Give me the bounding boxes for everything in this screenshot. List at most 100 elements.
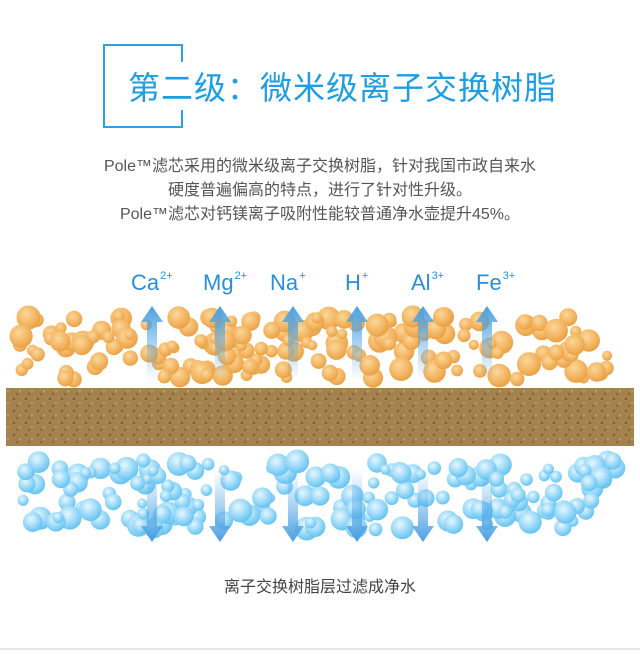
illustration-caption: 离子交换树脂层过滤成净水 xyxy=(223,579,416,596)
bead xyxy=(366,498,389,521)
bead xyxy=(137,507,149,520)
bead xyxy=(65,310,83,328)
bead xyxy=(389,357,413,381)
bead xyxy=(457,328,471,343)
resin-bead-layer xyxy=(9,305,614,388)
bead xyxy=(527,490,540,504)
bead xyxy=(30,347,45,362)
bead xyxy=(201,457,215,471)
bead xyxy=(326,325,338,337)
bead xyxy=(102,331,115,344)
bead xyxy=(491,346,504,359)
bead xyxy=(174,506,194,527)
arrow-down-icon xyxy=(346,470,368,542)
bead xyxy=(104,493,122,511)
bead xyxy=(368,522,383,537)
bead xyxy=(241,312,260,331)
description-line-2: 硬度普遍偏高的特点，进行了针对性升级。 xyxy=(167,182,472,199)
bead xyxy=(80,467,92,479)
arrow-down-icon xyxy=(141,470,163,542)
bead xyxy=(21,357,34,370)
bead xyxy=(27,451,50,473)
bead xyxy=(531,314,548,332)
bead xyxy=(51,470,70,489)
bead xyxy=(564,334,585,356)
ion-label-fe: Fe3+ xyxy=(476,270,516,295)
bead xyxy=(577,463,592,478)
arrow-down-icon xyxy=(476,470,498,542)
bead xyxy=(570,325,582,337)
arrow-down-icon xyxy=(412,470,434,542)
bead xyxy=(294,485,316,507)
bead xyxy=(459,317,473,332)
description-line-3: Pole™滤芯对钙镁离子吸附性能较普通净水壶提升45%。 xyxy=(119,206,521,223)
bead xyxy=(136,453,151,468)
bead xyxy=(109,462,121,475)
bead xyxy=(336,328,348,340)
bead xyxy=(167,306,190,329)
bead xyxy=(137,498,148,509)
bead xyxy=(159,489,172,502)
water-flow-arrows xyxy=(141,470,498,542)
bead xyxy=(451,364,463,377)
bead xyxy=(550,470,562,483)
bead xyxy=(233,325,252,345)
bead xyxy=(434,351,453,370)
bead xyxy=(433,307,453,327)
bead xyxy=(9,324,33,348)
bead xyxy=(544,318,568,343)
bead xyxy=(17,463,34,481)
bead xyxy=(365,313,389,337)
bead xyxy=(326,339,347,360)
arrow-up-icon xyxy=(476,306,498,380)
filter-media-layer xyxy=(6,388,634,446)
bead xyxy=(263,321,281,339)
bead xyxy=(78,498,102,522)
bead xyxy=(427,461,442,475)
bead xyxy=(90,352,109,371)
bead xyxy=(548,344,565,361)
bead xyxy=(157,370,171,384)
arrow-up-icon xyxy=(412,306,434,380)
bead xyxy=(468,339,479,350)
bead xyxy=(220,470,241,491)
bead xyxy=(122,350,138,366)
arrow-down-icon xyxy=(282,470,304,542)
description: Pole™滤芯采用的微米级离子交换树脂，针对我国市政自来水 硬度普遍偏高的特点，… xyxy=(0,155,640,227)
bead xyxy=(114,456,139,481)
bead xyxy=(49,331,71,352)
ion-absorption-arrows xyxy=(141,306,498,380)
arrow-up-icon xyxy=(346,306,368,380)
bead xyxy=(242,358,258,375)
bead xyxy=(586,362,607,382)
bead xyxy=(254,341,268,356)
description-line-1: Pole™滤芯采用的微米级离子交换树脂，针对我国市政自来水 xyxy=(103,158,537,175)
bead xyxy=(57,370,74,387)
ion-label-mg: Mg2+ xyxy=(203,270,248,295)
bead xyxy=(580,474,598,492)
bead xyxy=(305,517,317,529)
bottom-divider xyxy=(0,648,640,650)
bead xyxy=(179,454,197,472)
bead xyxy=(564,359,588,383)
bead xyxy=(17,494,29,506)
bead xyxy=(22,512,43,532)
title-container: 第二级：微米级离子交换树脂 xyxy=(118,62,568,110)
bead xyxy=(382,336,396,351)
bead xyxy=(194,334,208,348)
bead xyxy=(71,334,92,356)
bead xyxy=(541,503,555,517)
bead xyxy=(162,357,180,375)
bead xyxy=(226,315,238,327)
bead xyxy=(359,355,381,376)
bead xyxy=(52,511,64,524)
bead xyxy=(520,473,533,486)
section-title: 第二级：微米级离子交换树脂 xyxy=(128,70,558,106)
bead xyxy=(307,340,318,351)
bead xyxy=(321,364,339,382)
bead xyxy=(112,310,125,323)
bead xyxy=(602,350,613,361)
bead xyxy=(368,477,380,489)
bead xyxy=(161,479,175,493)
ion-label-na: Na+ xyxy=(270,270,306,295)
